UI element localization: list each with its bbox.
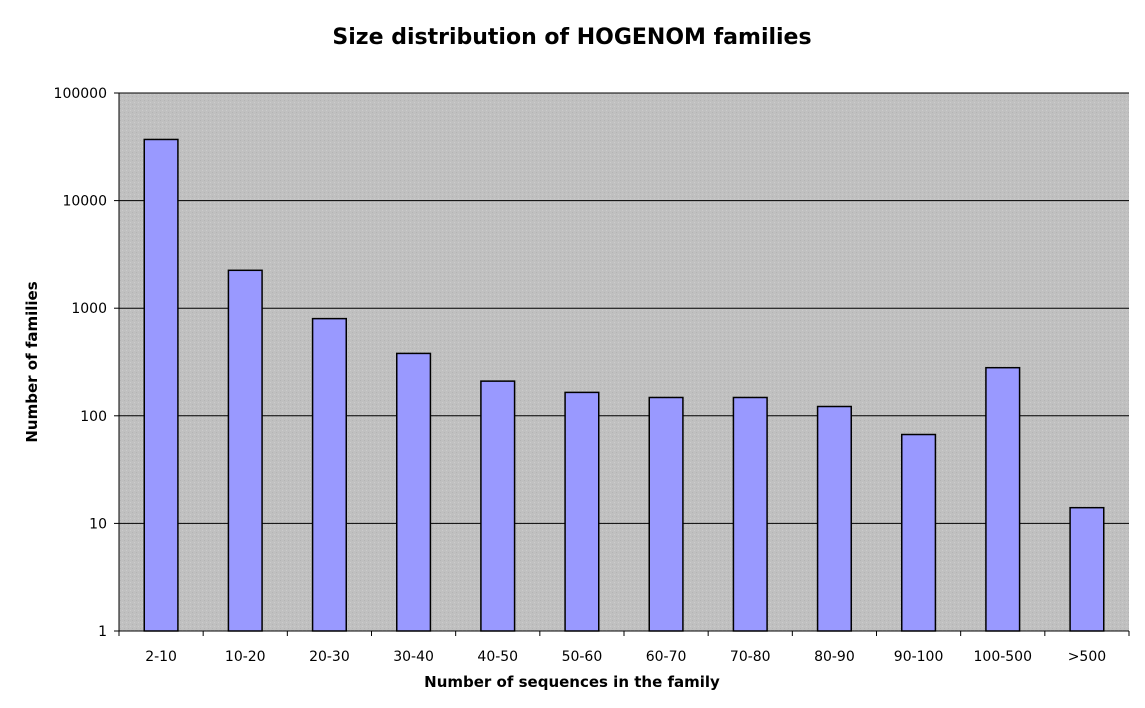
axes [114,92,1130,636]
y-tick-label: 100000 [54,86,107,102]
bar-60-70 [648,396,684,632]
y-tick-label: 1000 [71,301,107,317]
plot-area [119,93,1129,631]
gridlines [119,92,1129,524]
bar-10-20 [227,269,263,632]
x-tick-label: 40-50 [477,649,518,665]
bar-70-80 [732,396,768,632]
x-axis-label: Number of sequences in the family [424,673,720,691]
x-tick-labels: 2-10 10-20 20-30 30-40 40-50 50-60 60-70 70-80 8… [145,649,1106,665]
x-tick-label: 2-10 [145,649,177,665]
x-tick-label: 60-70 [646,649,687,665]
chart-title: Size distribution of HOGENOM families [332,25,811,50]
y-tick-label: 1 [98,624,107,640]
x-tick-label: >500 [1068,649,1106,665]
bar-100-500 [985,366,1021,632]
x-tick-label: 50-60 [562,649,603,665]
x-tick-label: 80-90 [814,649,855,665]
bar->500 [1069,506,1105,632]
bars [143,138,1105,632]
x-tick-label: 100-500 [974,649,1033,665]
bar-80-90 [816,405,852,632]
y-tick-label: 10000 [62,194,107,210]
bar-2-10 [143,138,179,632]
y-tick-labels: 1 10 100 1000 10000 100000 [54,86,107,640]
bar-20-30 [311,317,348,632]
y-tick-label: 100 [80,409,107,425]
bar-30-40 [396,352,432,632]
x-tick-label: 90-100 [894,649,944,665]
x-tick-label: 70-80 [730,649,771,665]
y-tick-label: 10 [89,516,107,532]
y-axis-label: Number of families [23,281,41,442]
bar-40-50 [480,380,516,632]
x-tick-label: 10-20 [225,649,266,665]
x-tick-label: 30-40 [393,649,434,665]
x-tick-label: 20-30 [309,649,350,665]
bar-90-100 [901,433,937,632]
bar-50-60 [564,391,600,632]
